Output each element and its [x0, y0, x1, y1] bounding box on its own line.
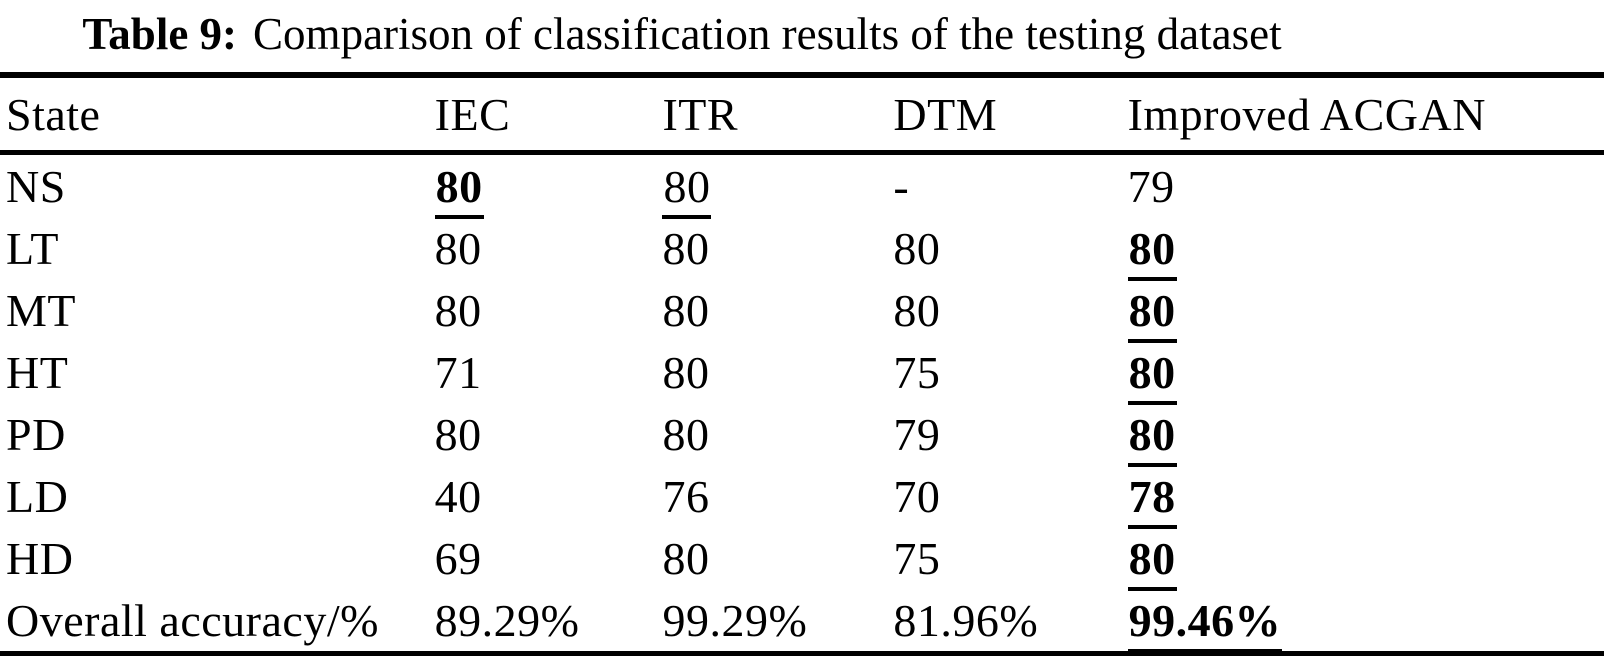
cell-value: 80 [435, 403, 663, 465]
cell-value-text: 80 [434, 408, 482, 460]
header-row: State IEC ITR DTM Improved ACGAN [0, 75, 1604, 155]
row-label: NS [6, 160, 66, 212]
cell-value-text: 80 [893, 222, 941, 274]
cell-value: 80 [435, 217, 663, 279]
cell-value: 69 [435, 527, 663, 589]
cell-value: 80 [662, 403, 893, 465]
column-header-dtm: DTM [893, 75, 1128, 155]
cell-value-text: 69 [434, 532, 482, 584]
table-body: NS 80 80-79 LT 80 80 80 80 MT 80 80 80 80 HT 71 80 75 80 P… [0, 153, 1604, 654]
cell-value: 80 [1127, 403, 1604, 467]
table-row: HT 71 80 75 80 [0, 341, 1604, 405]
table-caption-text: Comparison of classification results of … [253, 9, 1282, 59]
cell-value-text: 80 [893, 284, 941, 336]
column-header-state: State [0, 75, 435, 155]
cell-value: 81.96% [893, 589, 1127, 654]
table-row: Overall accuracy/% 89.29% 99.29% 81.96% 99.4… [0, 589, 1604, 654]
cell-value-text: 80 [662, 284, 710, 336]
row-label: HT [6, 346, 69, 398]
cell-value-text: 75 [893, 346, 941, 398]
column-header-improved-acgan: Improved ACGAN [1127, 75, 1604, 155]
column-header-itr: ITR [662, 75, 894, 155]
cell-value-text: 80 [662, 160, 712, 219]
cell-value: 80 [662, 279, 893, 341]
cell-value: 75 [893, 527, 1127, 589]
cell-value: 80 [893, 279, 1127, 341]
cell-value: 79 [893, 403, 1127, 465]
cell-value-text: 80 [434, 222, 482, 274]
cell-value-text: 76 [662, 470, 710, 522]
table-row: PD 80 80 79 80 [0, 403, 1604, 467]
cell-value: 80 [435, 279, 663, 341]
cell-value-text: 99.46% [1127, 594, 1283, 653]
cell-value: 80 [1127, 341, 1604, 405]
cell-value: 80 [1127, 279, 1604, 343]
row-label: HD [6, 532, 74, 584]
cell-value: 80 [662, 341, 893, 403]
cell-value: 80 [1127, 217, 1604, 281]
cell-value-text: 80 [662, 222, 710, 274]
table-caption-label: Table 9: [82, 9, 238, 59]
row-label: Overall accuracy/% [6, 594, 379, 646]
row-label: MT [6, 284, 76, 336]
cell-value-text: 80 [1127, 532, 1177, 591]
row-label: LD [6, 470, 69, 522]
cell-value-text: 40 [434, 470, 482, 522]
row-label: PD [6, 408, 66, 460]
cell-value: - [893, 153, 1127, 218]
table-caption: Table 9: Comparison of classification res… [0, 0, 1604, 64]
cell-value-text: 89.29% [434, 594, 580, 646]
cell-value: 76 [662, 465, 893, 527]
cell-value-text: 80 [434, 160, 484, 219]
cell-value: 80 [893, 217, 1127, 279]
table-header: State IEC ITR DTM Improved ACGAN [0, 75, 1604, 155]
table-row: HD 69 80 75 80 [0, 527, 1604, 591]
cell-value: 99.46% [1127, 589, 1604, 654]
cell-value: 99.29% [662, 589, 893, 654]
cell-value-text: 81.96% [893, 594, 1039, 646]
cell-value-text: 80 [434, 284, 482, 336]
cell-value: 89.29% [435, 589, 663, 654]
table-row: NS 80 80 - 79 [0, 153, 1604, 219]
cell-value: 40 [435, 465, 663, 527]
cell-value: 80 [662, 153, 893, 219]
table-row: MT 80 80 80 80 [0, 279, 1604, 343]
cell-value: 80 [662, 217, 893, 279]
cell-value-text: 80 [1127, 346, 1177, 405]
table-row: LD 40 76 70 78 [0, 465, 1604, 529]
cell-value-text: 70 [893, 470, 941, 522]
cell-value-text: 80 [1127, 222, 1177, 281]
column-header-iec: IEC [434, 75, 663, 155]
row-label: LT [6, 222, 59, 274]
cell-value-text: - [893, 160, 910, 212]
results-table: State IEC ITR DTM Improved ACGAN NS 80 80-79 LT… [0, 72, 1604, 656]
cell-value: 80 [434, 153, 663, 219]
cell-value: 71 [435, 341, 663, 403]
cell-value-text: 80 [1127, 284, 1177, 343]
cell-value: 75 [893, 341, 1127, 403]
cell-value-text: 78 [1127, 470, 1177, 529]
cell-value: 80 [662, 527, 893, 589]
cell-value-text: 75 [893, 532, 941, 584]
cell-value: 79 [1128, 153, 1604, 218]
cell-value-text: 80 [662, 346, 710, 398]
table-row: LT 80 80 80 80 [0, 217, 1604, 281]
cell-value-text: 80 [1127, 408, 1177, 467]
cell-value-text: 71 [434, 346, 482, 398]
cell-value-text: 79 [1127, 160, 1175, 212]
cell-value-text: 80 [662, 408, 710, 460]
cell-value: 70 [893, 465, 1127, 527]
cell-value: 78 [1127, 465, 1604, 529]
cell-value-text: 79 [893, 408, 941, 460]
cell-value-text: 99.29% [662, 594, 808, 646]
cell-value-text: 80 [662, 532, 710, 584]
cell-value: 80 [1127, 527, 1604, 591]
